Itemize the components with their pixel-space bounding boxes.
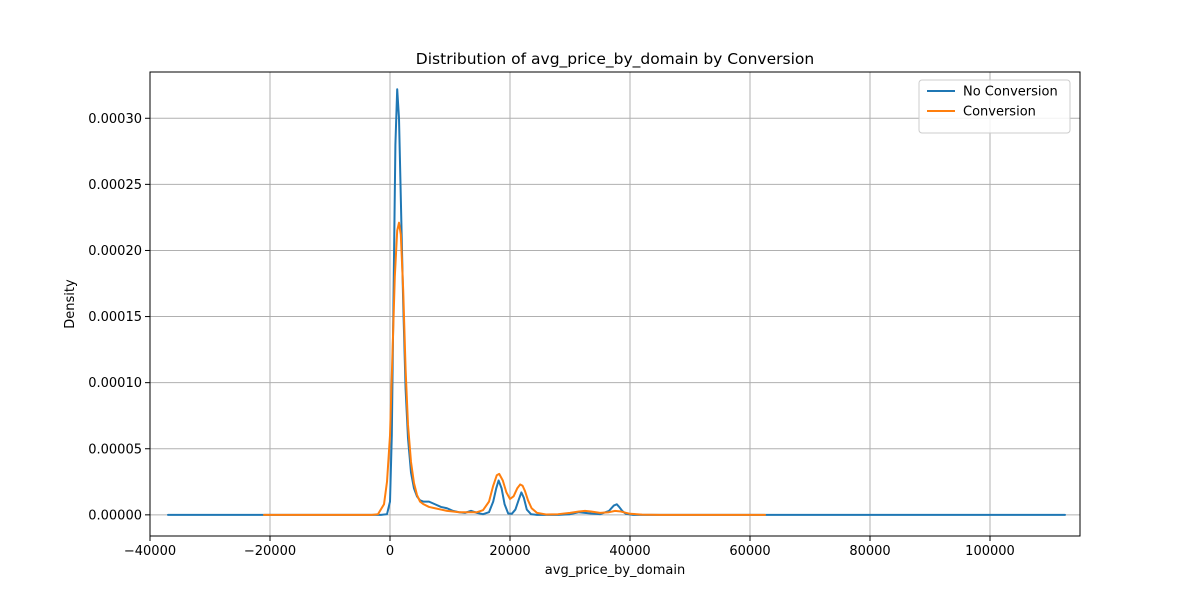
legend: No Conversion Conversion bbox=[918, 79, 1071, 134]
series-line-no-conversion bbox=[167, 88, 1066, 516]
x-axis-ticks: −40000 −20000 0 20000 40000 60000 80000 100000 bbox=[124, 536, 1015, 559]
y-tick-label: 0.00000 bbox=[88, 508, 142, 523]
y-tick-label: 0.00005 bbox=[88, 442, 142, 457]
x-tick-label: 100000 bbox=[965, 544, 1015, 559]
x-tick-label: 0 bbox=[386, 544, 394, 559]
plot-area-frame bbox=[149, 71, 1081, 537]
x-tick-label: 40000 bbox=[609, 544, 650, 559]
chart-title: Distribution of avg_price_by_domain by C… bbox=[416, 50, 814, 69]
y-tick-label: 0.00020 bbox=[88, 244, 142, 259]
y-tick-label: 0.00010 bbox=[88, 376, 142, 391]
y-axis-ticks: 0.00000 0.00005 0.00010 0.00015 0.00020 0.000… bbox=[88, 112, 150, 523]
legend-box bbox=[918, 79, 1071, 134]
y-tick-label: 0.00030 bbox=[88, 112, 142, 127]
grid-lines bbox=[149, 72, 1080, 536]
x-tick-label: −40000 bbox=[124, 544, 176, 559]
x-tick-label: 60000 bbox=[729, 544, 770, 559]
x-axis-label: avg_price_by_domain bbox=[545, 563, 685, 578]
y-tick-label: 0.00025 bbox=[88, 178, 142, 193]
x-tick-label: 80000 bbox=[849, 544, 890, 559]
y-tick-label: 0.00015 bbox=[88, 310, 142, 325]
series-line-conversion bbox=[263, 221, 766, 516]
legend-label-conversion: Conversion bbox=[963, 105, 1036, 120]
legend-label-no-conversion: No Conversion bbox=[963, 85, 1058, 100]
x-tick-label: −20000 bbox=[244, 544, 296, 559]
x-tick-label: 20000 bbox=[489, 544, 530, 559]
y-axis-label: Density bbox=[63, 279, 78, 329]
series-lines bbox=[167, 88, 1066, 516]
